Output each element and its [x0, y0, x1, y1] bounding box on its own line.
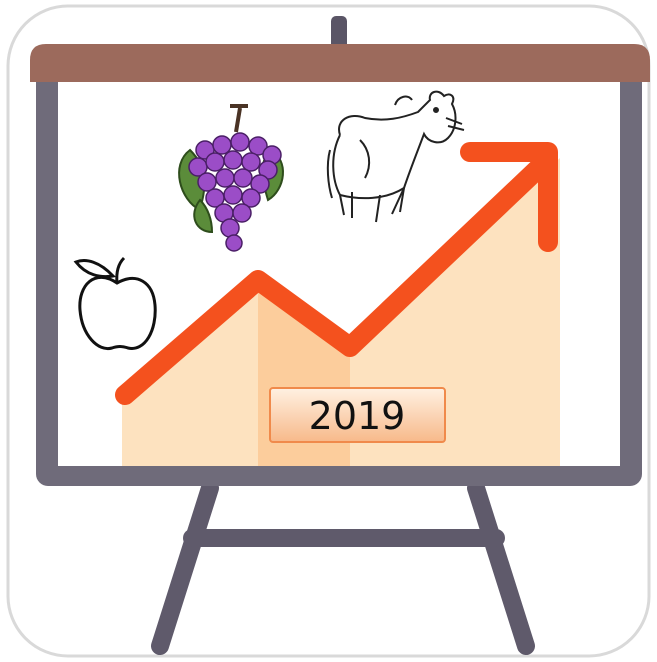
year-label: 2019	[309, 394, 406, 438]
icon: 2019	[0, 0, 657, 662]
page: 2019 (() => { const data = JSON.parse(do…	[0, 0, 657, 662]
board-top-bar	[30, 44, 650, 82]
